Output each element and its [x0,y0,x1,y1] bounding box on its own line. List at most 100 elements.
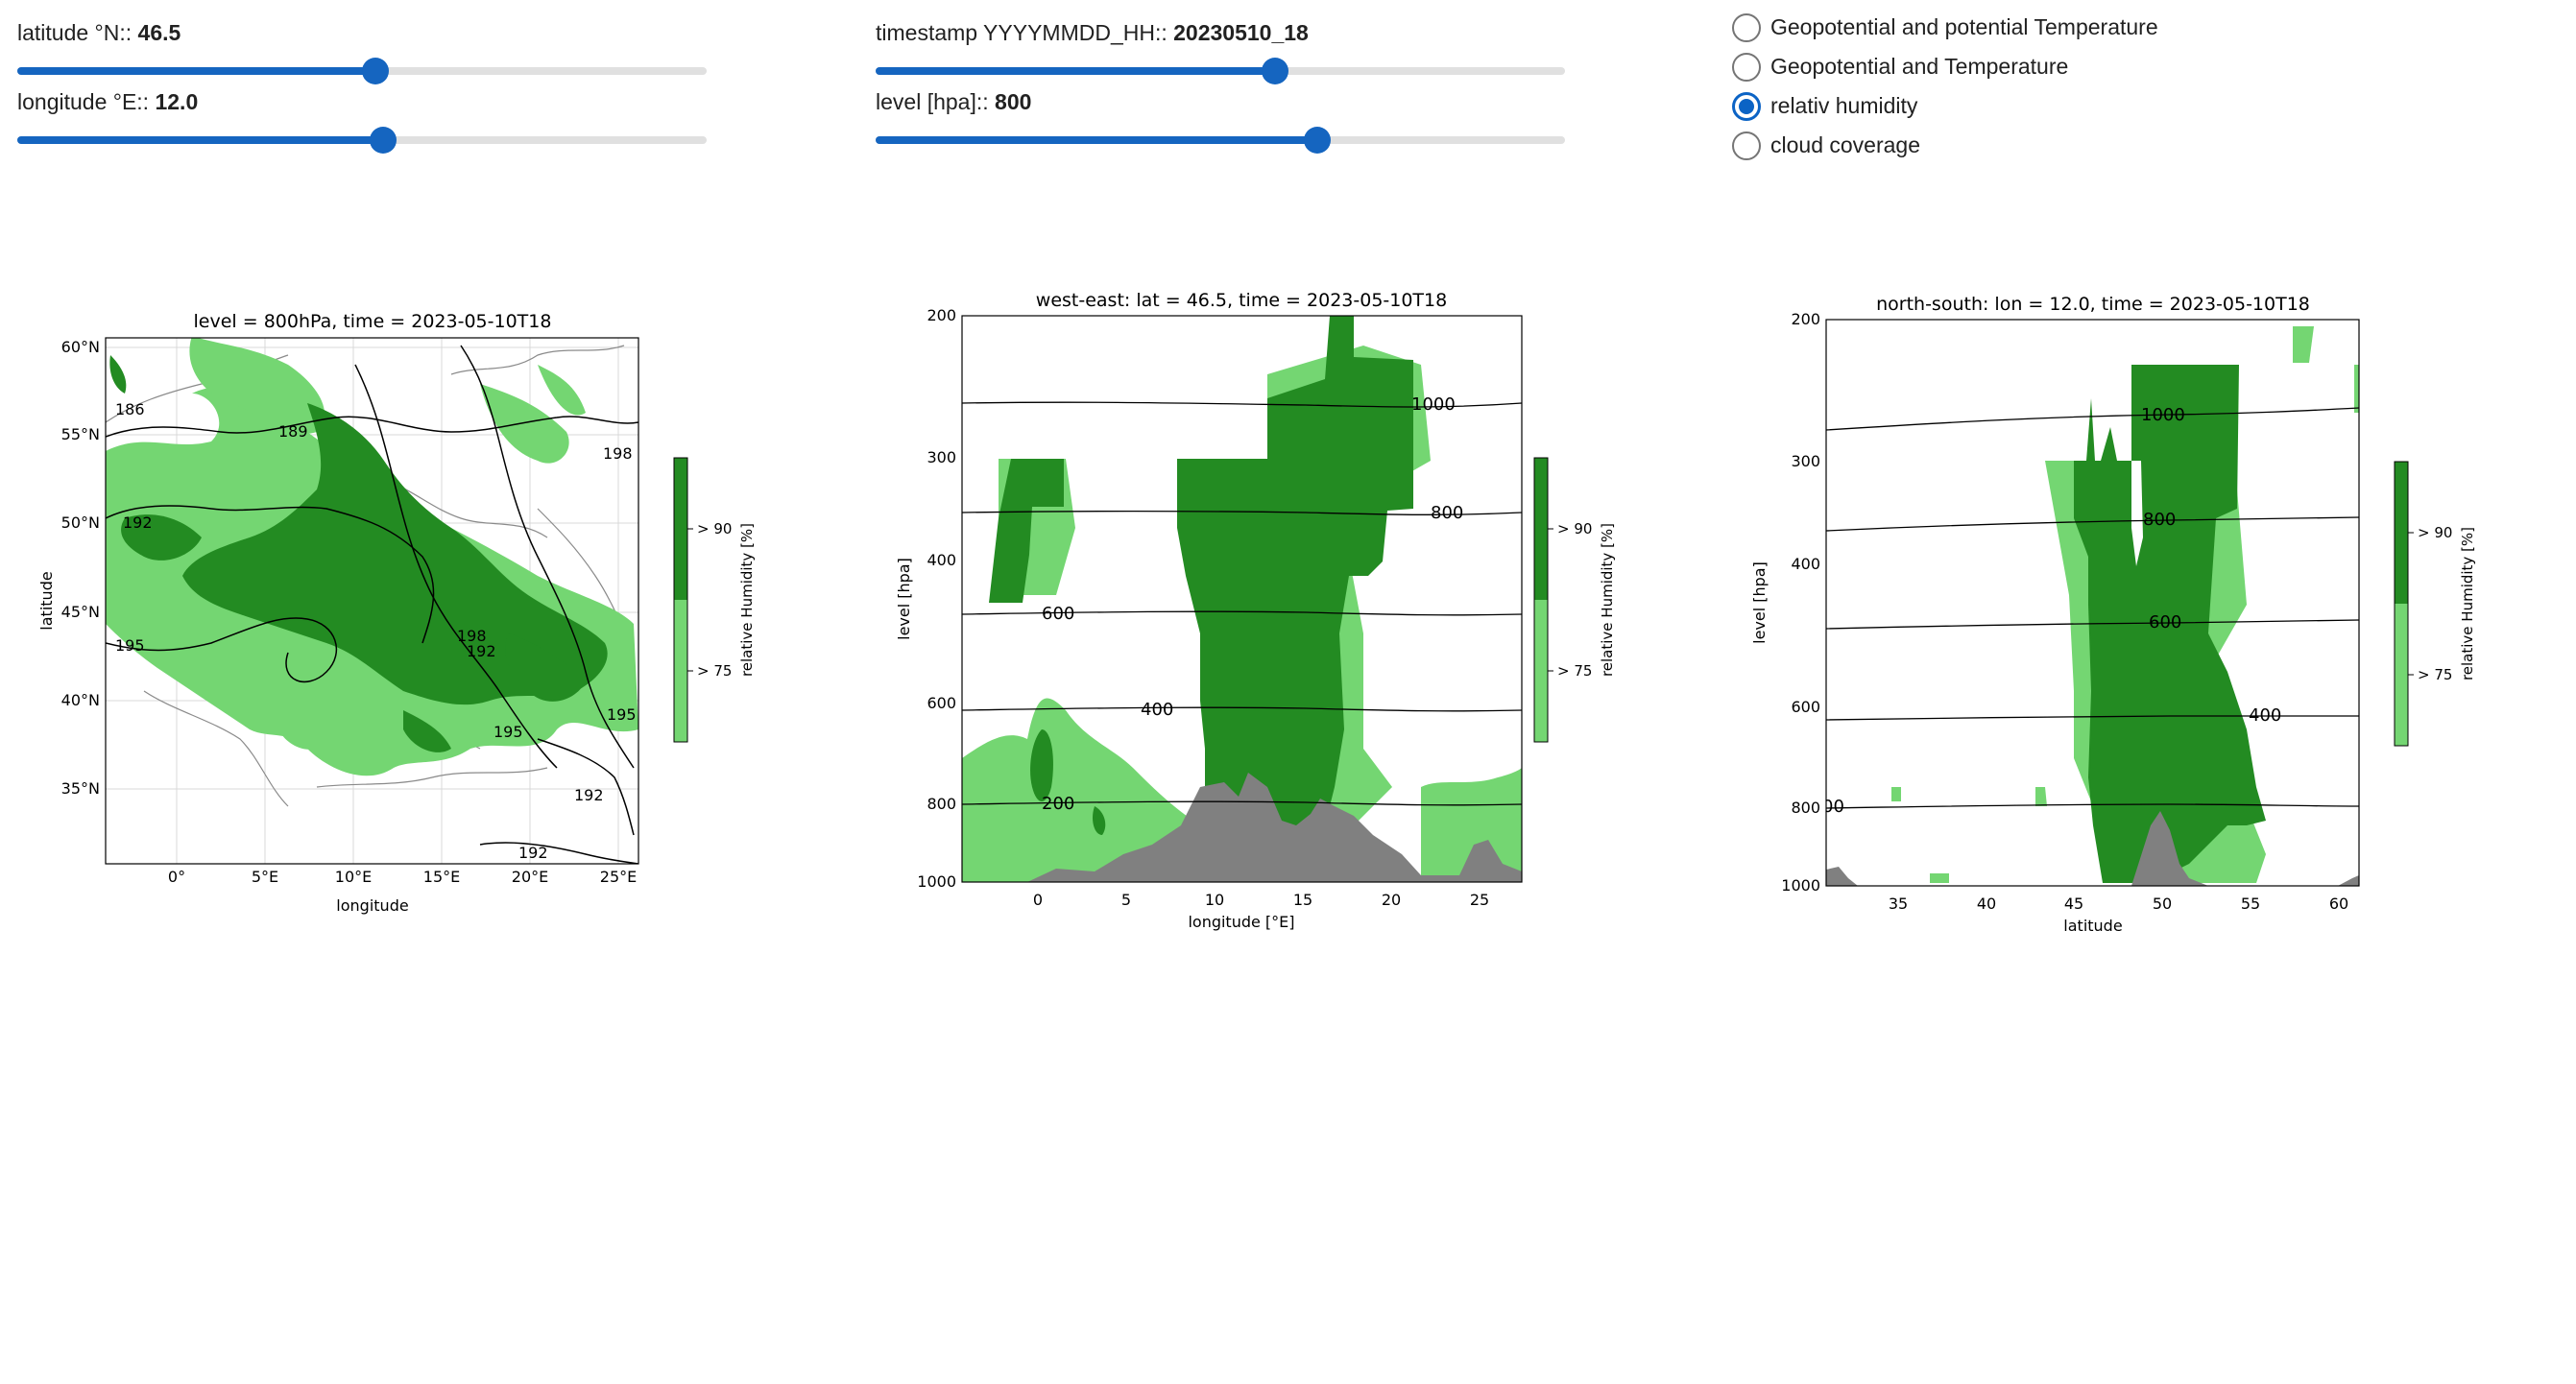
radio-geopotential-potential-temperature[interactable]: Geopotential and potential Temperature [1732,8,2158,47]
we-x-tick: 5 [1121,891,1131,909]
we-plot-frame [961,315,1523,883]
map-contour-label: 195 [494,723,523,741]
ns-y-tick: 600 [1791,698,1820,716]
colorbar-75 [2395,604,2408,746]
map-y-tick: 35°N [61,779,100,798]
map-x-tick: 10°E [335,868,372,886]
we-x-tick: 15 [1293,891,1312,909]
we-terrain [962,773,1522,882]
ns-y-tick: 800 [1791,799,1820,817]
map-y-tick: 55°N [61,425,100,443]
timestamp-slider[interactable]: timestamp YYYYMMDD_HH:: 20230510_18 [876,19,1565,84]
radio-label: relativ humidity [1770,93,1918,118]
colorbar-90 [1534,458,1548,600]
radio-relativ-humidity[interactable]: relativ humidity [1732,86,2158,126]
we-y-tick: 400 [927,551,956,569]
ns-contour-label: 00 [1822,797,1844,817]
longitude-fill [17,136,383,144]
map-plot-area: 186 189 192 195 198 198 192 195 195 192 … [106,338,638,864]
timestamp-track[interactable] [876,58,1565,84]
we-x-axis-label: longitude [°E] [1188,913,1294,931]
colorbar-90 [2395,462,2408,604]
map-x-axis-label: longitude [336,896,408,915]
colorbar-tick: > 75 [697,662,732,680]
ns-plot-frame [1825,319,2360,887]
ns-y-ticks: 200 300 400 600 800 1000 [1781,310,1820,895]
ns-y-tick: 200 [1791,310,1820,328]
ns-x-tick: 55 [2241,895,2260,913]
map-contour-label: 189 [278,422,308,441]
ns-contour-label: 1000 [2141,405,2185,425]
we-y-tick: 1000 [917,872,956,891]
radio-circle-icon[interactable] [1732,131,1761,160]
we-y-tick: 300 [927,448,956,466]
level-fill [876,136,1317,144]
level-slider[interactable]: level [hpa]:: 800 [876,88,1565,154]
level-thumb[interactable] [1303,127,1331,154]
ns-y-tick: 1000 [1781,876,1820,895]
map-contour-label: 198 [603,444,633,463]
colorbar-tick: > 90 [2418,524,2452,541]
we-x-tick: 0 [1033,891,1043,909]
map-contour-label: 192 [123,513,153,532]
west-east-title: west-east: lat = 46.5, time = 2023-05-10… [1036,290,1447,311]
radio-circle-icon[interactable] [1732,12,1761,42]
colorbar-tick: > 90 [697,520,732,537]
map-x-tick: 25°E [600,868,637,886]
ns-x-axis-label: latitude [2063,917,2122,935]
radio-label: cloud coverage [1770,132,1920,157]
map-x-tick: 15°E [423,868,460,886]
ns-humidity-90 [2074,365,2266,883]
map-x-tick: 0° [168,868,185,886]
map-x-tick: 5°E [252,868,278,886]
ns-contours [1826,407,2359,809]
latitude-fill [17,67,376,75]
we-y-tick: 800 [927,795,956,813]
ns-contour-labels: 1000 800 600 400 00 [1822,405,2281,817]
longitude-label: longitude °E:: 12.0 [17,89,199,114]
we-contour-labels: 1000 800 600 400 200 [1042,394,1463,814]
radio-geopotential-temperature[interactable]: Geopotential and Temperature [1732,47,2158,86]
colorbar-label: relative Humidity [%] [2459,527,2476,680]
we-colorbar: > 90 > 75 relative Humidity [%] [1533,457,1616,743]
map-y-tick: 40°N [61,691,100,709]
radio-cloud-coverage[interactable]: cloud coverage [1732,126,2158,165]
level-track[interactable] [876,127,1565,154]
timestamp-thumb[interactable] [1262,58,1289,84]
level-value: 800 [995,89,1032,114]
ns-contour-label: 600 [2149,612,2181,632]
we-y-tick: 600 [927,694,956,712]
map-x-ticks: 0° 5°E 10°E 15°E 20°E 25°E [168,868,637,886]
latitude-track[interactable] [17,58,707,84]
ns-y-tick: 400 [1791,555,1820,573]
ns-x-tick: 45 [2064,895,2083,913]
latitude-slider[interactable]: latitude °N:: 46.5 [17,19,707,84]
longitude-track[interactable] [17,127,707,154]
we-x-tick: 20 [1382,891,1401,909]
map-plot-frame [105,337,639,865]
map-contour-label: 195 [607,705,637,724]
longitude-slider[interactable]: longitude °E:: 12.0 [17,88,707,154]
we-contour-label: 200 [1042,794,1074,814]
ns-y-tick: 300 [1791,452,1820,470]
colorbar-tick: > 75 [2418,666,2452,683]
map-contour-label: 192 [518,844,548,862]
latitude-thumb[interactable] [362,58,390,84]
north-south-figure: north-south: lon = 12.0, time = 2023-05-… [1750,294,2476,935]
we-contour-label: 600 [1042,604,1074,624]
map-y-axis-label: latitude [37,571,56,630]
map-y-tick: 60°N [61,338,100,356]
map-contour-label: 192 [467,642,496,660]
ns-x-ticks: 35 40 45 50 55 60 [1889,895,2348,913]
ns-x-tick: 35 [1889,895,1908,913]
colorbar-90 [674,458,687,600]
radio-label: Geopotential and potential Temperature [1770,14,2158,39]
map-contour-label: 186 [115,400,145,418]
longitude-thumb[interactable] [369,127,397,154]
radio-circle-icon[interactable] [1732,52,1761,82]
we-humidity-90 [989,316,1413,854]
we-y-axis-label: level [hpa] [895,558,913,640]
radio-circle-icon[interactable] [1732,91,1761,121]
we-x-tick: 25 [1470,891,1489,909]
west-east-plot-area: 1000 800 600 400 200 [962,316,1522,882]
